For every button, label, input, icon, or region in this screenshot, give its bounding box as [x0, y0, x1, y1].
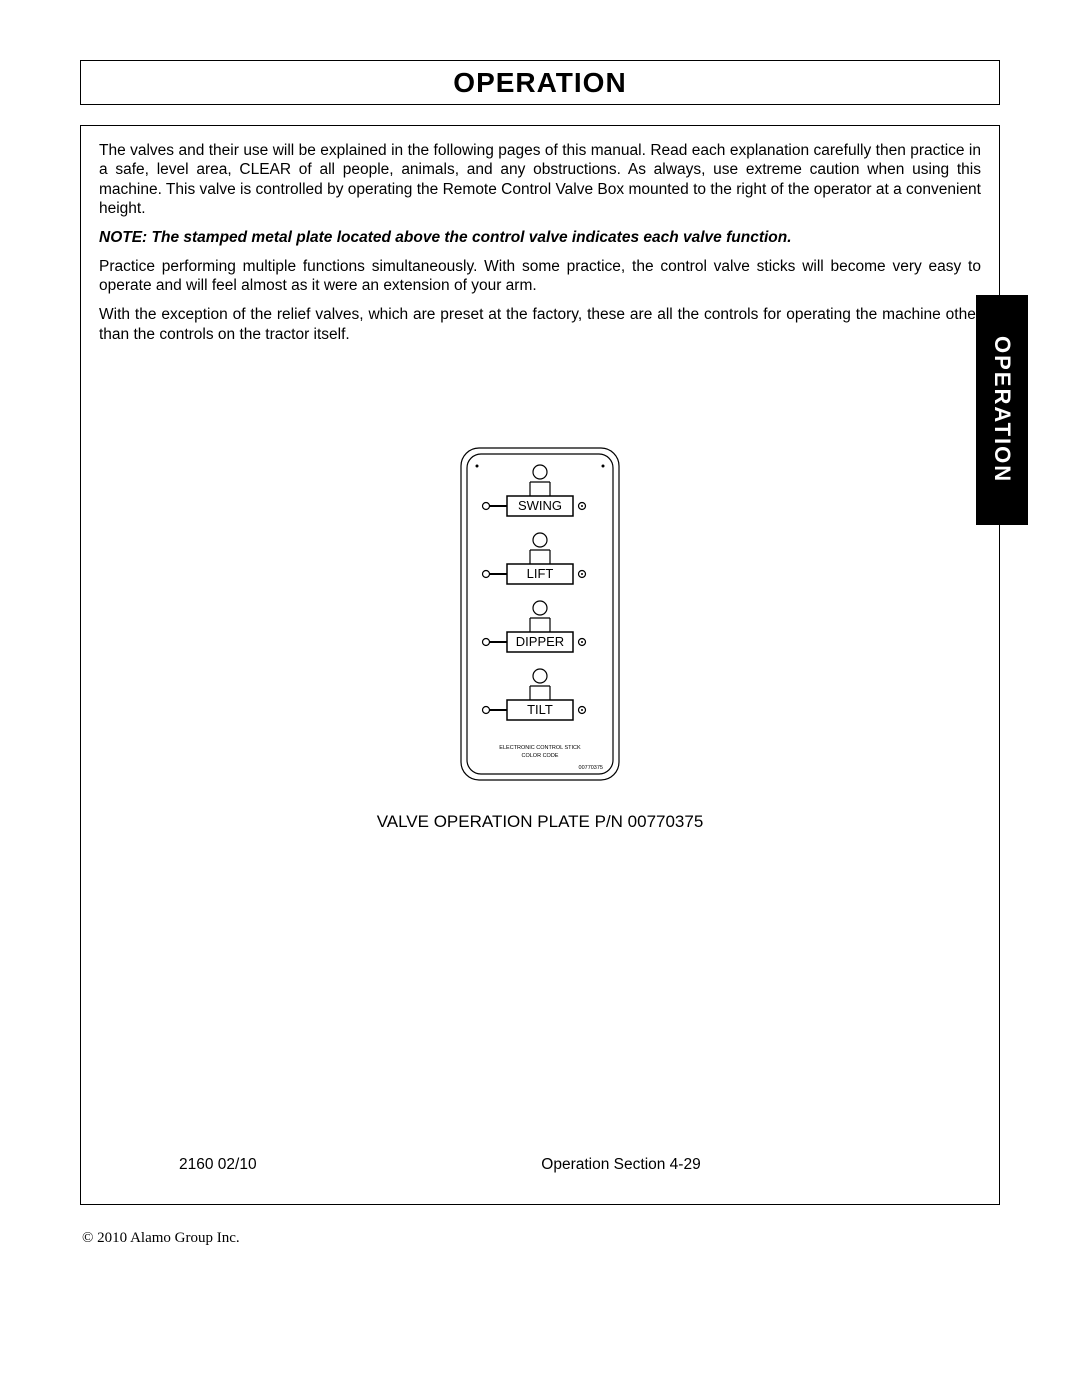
page-title: OPERATION — [453, 67, 626, 99]
diagram-caption: VALVE OPERATION PLATE P/N 00770375 — [377, 812, 704, 832]
paragraph-1: The valves and their use will be explain… — [99, 141, 981, 219]
valve-label-swing: SWING — [518, 498, 562, 513]
content-box: The valves and their use will be explain… — [80, 125, 1000, 1205]
valve-label-tilt: TILT — [527, 702, 553, 717]
diagram-container: SWING LIFT DIPPER TILT ELECTRONIC CONTROL S… — [99, 444, 981, 832]
paragraph-2: Practice performing multiple functions s… — [99, 257, 981, 296]
valve-label-lift: LIFT — [527, 566, 554, 581]
paragraph-3: With the exception of the relief valves,… — [99, 305, 981, 344]
page-footer: 2160 02/10 Operation Section 4-29 — [179, 1156, 1063, 1174]
side-tab: OPERATION — [976, 295, 1028, 525]
valve-row-swing: SWING — [483, 465, 586, 516]
valve-label-dipper: DIPPER — [516, 634, 564, 649]
footer-center: Operation Section 4-29 — [179, 1156, 1063, 1174]
plate-partnum: 00770375 — [579, 765, 603, 771]
valve-row-dipper: DIPPER — [483, 601, 586, 652]
valve-plate-diagram: SWING LIFT DIPPER TILT ELECTRONIC CONTROL S… — [455, 444, 625, 784]
plate-subtext-1: ELECTRONIC CONTROL STICK — [499, 745, 581, 751]
note-text: NOTE: The stamped metal plate located ab… — [99, 229, 981, 247]
valve-row-tilt: TILT — [483, 669, 586, 720]
plate-subtext-2: COLOR CODE — [522, 753, 559, 759]
copyright: © 2010 Alamo Group Inc. — [82, 1230, 240, 1247]
valve-row-lift: LIFT — [483, 533, 586, 584]
title-box: OPERATION — [80, 60, 1000, 105]
